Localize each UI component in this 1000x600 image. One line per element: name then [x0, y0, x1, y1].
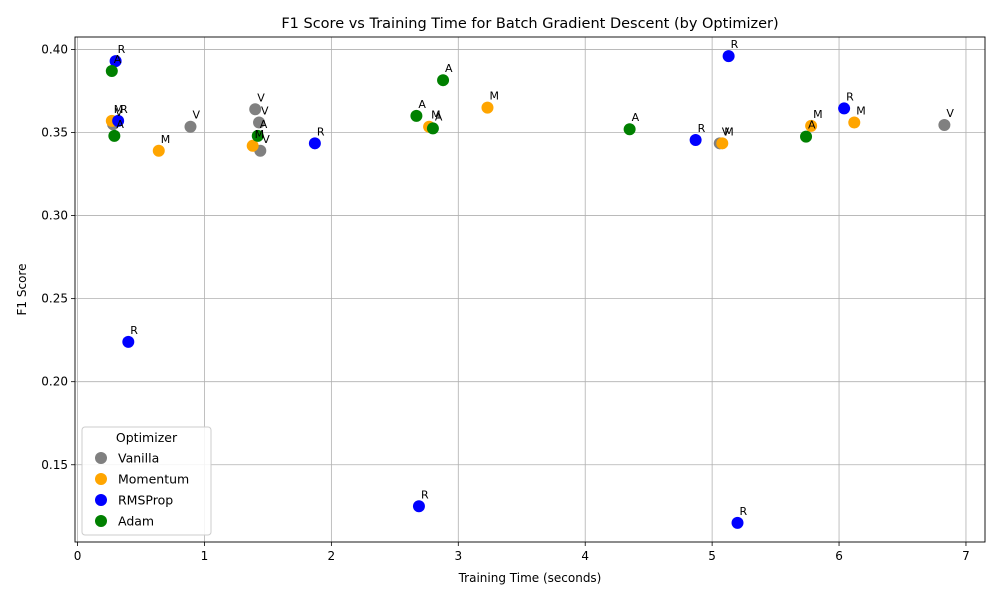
data-point-adam [251, 129, 264, 142]
data-point-vanilla [249, 103, 262, 116]
point-label-vanilla: V [115, 106, 123, 119]
legend: Optimizer Vanilla Momentum RMSProp Adam [81, 426, 212, 536]
x-tick-label: 5 [708, 549, 716, 563]
x-tick-label: 1 [201, 549, 209, 563]
legend-marker-momentum [95, 473, 107, 485]
point-label-momentum: M [813, 108, 823, 121]
data-point-momentum [805, 119, 818, 132]
y-tick-label: 0.15 [41, 458, 68, 472]
legend-entries: Vanilla Momentum RMSProp Adam [95, 451, 189, 529]
point-label-rmsprop: R [317, 125, 325, 138]
x-tick-label: 0 [74, 549, 82, 563]
data-point-adam [623, 123, 636, 136]
point-label-rmsprop: R [846, 90, 854, 103]
legend-label-vanilla: Vanilla [118, 451, 159, 466]
y-axis-ticks: 0.15 0.20 0.25 0.30 0.35 0.40 [41, 42, 75, 472]
data-point-momentum [716, 137, 729, 150]
grid-lines [75, 37, 985, 542]
point-label-adam: A [116, 118, 124, 131]
legend-marker-rmsprop [95, 494, 107, 506]
data-point-vanilla [184, 120, 197, 133]
data-point-adam [108, 129, 121, 142]
data-point-momentum [481, 101, 494, 114]
data-point-rmsprop [109, 55, 122, 68]
point-label-rmsprop: R [130, 324, 138, 337]
point-label-vanilla: V [192, 109, 200, 122]
data-point-rmsprop [122, 335, 135, 348]
chart-title: F1 Score vs Training Time for Batch Grad… [281, 16, 778, 32]
point-label-momentum: M [856, 105, 866, 118]
data-point-rmsprop [308, 137, 321, 150]
data-points [105, 50, 951, 529]
y-tick-label: 0.30 [41, 209, 68, 223]
point-label-rmsprop: R [740, 505, 748, 518]
data-point-rmsprop [112, 114, 125, 127]
point-label-adam: A [418, 98, 426, 111]
data-point-momentum [152, 144, 165, 157]
point-label-vanilla: V [722, 125, 730, 138]
point-label-adam: A [632, 111, 640, 124]
legend-marker-adam [95, 515, 107, 527]
point-label-vanilla: V [262, 133, 270, 146]
point-label-rmsprop: R [118, 43, 126, 56]
point-label-momentum: M [431, 109, 441, 122]
data-point-adam [426, 122, 439, 135]
legend-label-adam: Adam [118, 514, 154, 529]
point-label-momentum: M [724, 125, 734, 138]
point-label-rmsprop: R [120, 103, 128, 116]
point-label-momentum: M [114, 103, 124, 116]
y-tick-label: 0.20 [41, 375, 68, 389]
data-point-rmsprop [838, 102, 851, 115]
point-label-momentum: M [489, 90, 499, 103]
x-tick-label: 3 [454, 549, 462, 563]
plot-area-frame [74, 36, 986, 543]
data-point-adam [437, 74, 450, 87]
y-tick-label: 0.25 [41, 292, 68, 306]
x-tick-label: 2 [328, 549, 336, 563]
point-label-vanilla: V [946, 107, 954, 120]
data-point-vanilla [253, 116, 266, 129]
point-label-vanilla: V [261, 105, 269, 118]
data-point-rmsprop [722, 50, 735, 63]
point-label-momentum: M [255, 128, 265, 141]
data-point-adam [800, 130, 813, 143]
y-tick-label: 0.35 [41, 126, 68, 140]
data-point-rmsprop [731, 516, 744, 529]
legend-marker-vanilla [95, 452, 107, 464]
point-label-momentum: M [161, 133, 171, 146]
point-label-vanilla: V [257, 91, 265, 104]
data-point-rmsprop [689, 133, 702, 146]
data-point-adam [410, 109, 423, 122]
point-label-rmsprop: R [421, 488, 429, 501]
point-label-rmsprop: R [731, 38, 739, 51]
point-label-adam: A [445, 62, 453, 75]
legend-label-rmsprop: RMSProp [118, 493, 173, 508]
data-point-momentum [246, 139, 259, 152]
point-label-adam: A [260, 118, 268, 131]
legend-label-momentum: Momentum [118, 472, 189, 487]
legend-title: Optimizer [116, 430, 178, 445]
point-label-adam: A [808, 119, 816, 132]
x-axis-ticks: 0 1 2 3 4 5 6 7 [74, 542, 970, 563]
x-tick-label: 6 [835, 549, 843, 563]
x-axis-label: Training Time (seconds) [458, 571, 602, 585]
point-label-adam: A [114, 53, 122, 66]
data-point-vanilla [938, 119, 951, 132]
x-tick-label: 4 [581, 549, 589, 563]
legend-box [81, 426, 212, 536]
y-tick-label: 0.40 [41, 42, 68, 56]
data-point-rmsprop [412, 500, 425, 513]
x-tick-label: 7 [962, 549, 970, 563]
data-point-adam [105, 65, 118, 78]
point-label-adam: A [435, 110, 443, 123]
y-axis-label: F1 Score [15, 264, 29, 316]
point-label-rmsprop: R [698, 122, 706, 135]
data-point-momentum [848, 116, 861, 129]
